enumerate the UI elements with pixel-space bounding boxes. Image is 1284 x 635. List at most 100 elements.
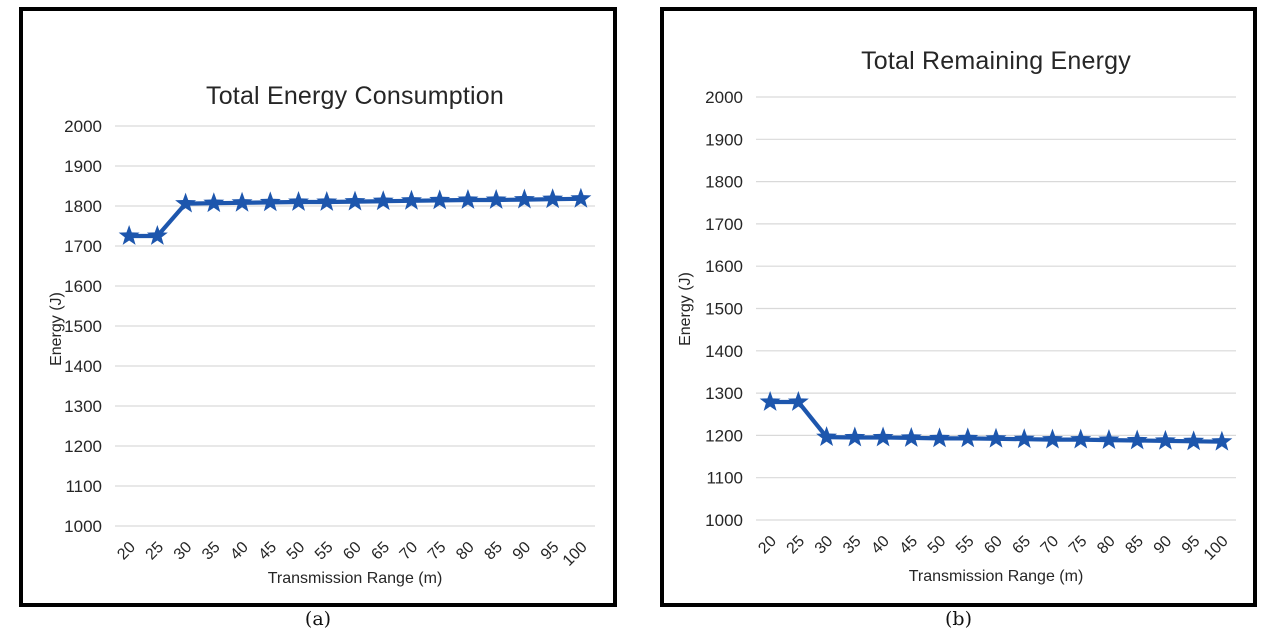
svg-text:20: 20 [755,533,780,558]
svg-text:35: 35 [199,539,224,564]
svg-text:75: 75 [425,539,450,564]
y-axis-label: Energy (J) [677,272,694,346]
svg-text:25: 25 [143,539,168,564]
svg-text:100: 100 [560,539,591,570]
svg-text:45: 45 [897,533,922,558]
svg-text:95: 95 [538,539,563,564]
svg-text:1100: 1100 [65,477,102,496]
svg-text:30: 30 [812,533,837,558]
svg-text:1600: 1600 [705,257,743,276]
svg-text:80: 80 [1094,533,1119,558]
star-markers [759,390,1233,451]
star-marker [1154,429,1176,450]
star-marker [344,190,366,211]
svg-text:80: 80 [453,539,478,564]
chart-panel-b: 1000 1100 1200 1300 1400 1500 1600 1700 1800 1900… [660,7,1257,607]
star-marker [759,390,781,411]
star-marker [1070,428,1092,449]
svg-text:1300: 1300 [705,384,743,403]
star-marker [146,225,168,245]
svg-text:75: 75 [1066,533,1091,558]
svg-text:50: 50 [284,539,309,564]
chart-title-energy-consumption: Total Energy Consumption [205,82,505,110]
svg-text:20: 20 [114,539,139,564]
star-marker [542,188,564,209]
star-marker [513,188,535,209]
svg-text:1400: 1400 [64,357,102,376]
x-axis-label: Transmission Range (m) [908,568,1084,585]
svg-text:60: 60 [981,533,1006,558]
svg-text:60: 60 [340,539,365,564]
remaining-energy-plot: 1000 1100 1200 1300 1400 1500 1600 1700 1800 1900… [705,88,1236,564]
star-marker [118,225,140,245]
subfigure-caption-a: (a) [304,608,332,630]
gridlines [115,125,595,527]
svg-text:1100: 1100 [706,469,743,488]
svg-text:1200: 1200 [64,437,102,456]
energy-consumption-plot: 1000 1100 1200 1300 1400 1500 1600 1700 1800 1900… [64,117,595,570]
svg-text:1700: 1700 [705,215,743,234]
svg-text:85: 85 [1122,533,1147,558]
svg-text:1800: 1800 [705,173,743,192]
svg-text:30: 30 [171,539,196,564]
star-marker [1211,430,1233,451]
svg-text:1900: 1900 [64,157,102,176]
svg-text:1300: 1300 [64,397,102,416]
star-marker [288,191,309,211]
svg-text:55: 55 [953,533,978,558]
star-marker [259,191,281,212]
subfigure-caption-b: (b) [945,608,972,630]
star-marker [1042,428,1063,449]
star-marker [316,191,338,211]
svg-text:1700: 1700 [64,237,102,256]
svg-text:1900: 1900 [705,130,743,149]
svg-text:1500: 1500 [705,300,743,319]
svg-text:1400: 1400 [705,342,743,361]
y-tick-labels: 1000 1100 1200 1300 1400 1500 1600 1700 1800 1900… [64,117,102,536]
svg-text:1600: 1600 [64,277,102,296]
star-marker [1126,429,1148,450]
star-marker [957,427,979,448]
star-marker [844,426,866,447]
star-marker [1098,429,1120,449]
y-axis-label: Energy (J) [48,292,65,366]
chart-panel-a: 1000 1100 1200 1300 1400 1500 1600 1700 1800 1900… [19,7,617,607]
svg-text:25: 25 [784,533,809,558]
y-tick-labels: 1000 1100 1200 1300 1400 1500 1600 1700 1800 1900… [705,88,743,530]
star-marker [929,427,950,448]
star-marker [872,426,894,447]
svg-text:45: 45 [256,539,281,564]
gridlines [756,96,1236,521]
star-marker [787,390,809,411]
star-marker [570,187,592,208]
star-marker [485,189,507,209]
star-marker [203,192,225,213]
star-marker [401,189,422,210]
star-marker [457,189,479,209]
svg-text:1800: 1800 [64,197,102,216]
x-axis-label: Transmission Range (m) [267,570,443,587]
star-marker [816,426,838,446]
svg-text:65: 65 [1009,533,1034,558]
star-marker [1183,430,1205,451]
svg-text:90: 90 [510,539,535,564]
svg-text:40: 40 [227,539,252,564]
svg-text:90: 90 [1151,533,1176,558]
svg-text:70: 70 [397,539,422,564]
star-markers [118,187,592,245]
star-marker [1013,428,1035,449]
chart-title-remaining-energy: Total Remaining Energy [861,47,1131,75]
svg-text:1000: 1000 [64,517,102,536]
svg-text:40: 40 [868,533,893,558]
svg-text:85: 85 [481,539,506,564]
svg-text:50: 50 [925,533,950,558]
svg-text:1000: 1000 [705,511,743,530]
svg-text:100: 100 [1201,533,1232,564]
svg-text:55: 55 [312,539,337,564]
svg-text:65: 65 [368,539,393,564]
star-marker [372,190,394,211]
svg-text:2000: 2000 [705,88,743,107]
svg-text:70: 70 [1038,533,1063,558]
